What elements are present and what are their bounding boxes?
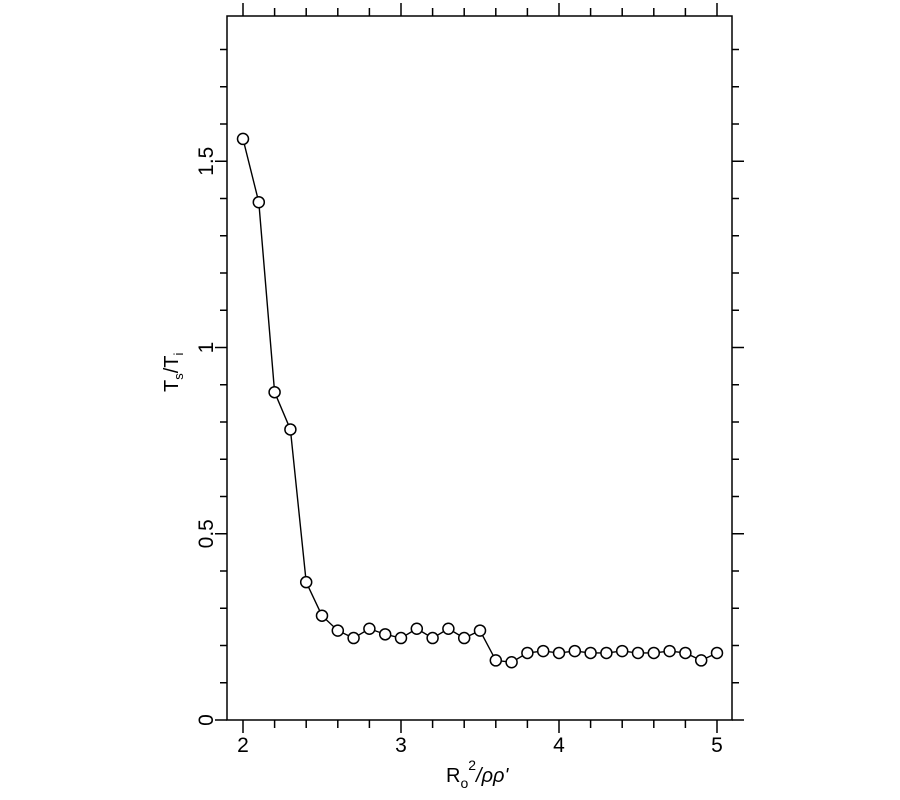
x-label-sub: o: [460, 775, 468, 791]
data-point-marker: [631, 646, 645, 660]
y-tick-label: 1.5: [195, 147, 218, 176]
data-point-marker: [584, 646, 597, 660]
data-point-marker: [426, 631, 439, 645]
data-point-marker: [442, 622, 455, 635]
data-point-marker: [378, 628, 392, 641]
data-point-marker: [694, 654, 708, 667]
y-axis-label: Ts/Ti: [161, 353, 186, 393]
data-point-marker: [600, 646, 613, 660]
data-point-marker: [679, 646, 692, 660]
x-axis-tick-labels: 2 3 4 5: [237, 734, 723, 757]
data-point-marker: [363, 622, 376, 635]
x-tick-label: 5: [711, 734, 723, 757]
x-label-rest: /ρρ': [474, 765, 509, 787]
x-tick-label: 4: [553, 734, 565, 757]
data-point-marker: [284, 423, 297, 436]
data-point-marker: [489, 654, 503, 667]
data-point-marker: [457, 631, 471, 645]
data-point-marker: [394, 631, 408, 645]
y-label-b-sub: i: [171, 353, 186, 356]
y-tick-label: 1: [195, 342, 218, 354]
data-point-marker: [236, 132, 250, 146]
data-point-marker: [505, 656, 518, 669]
data-point-marker: [299, 575, 313, 589]
y-axis-tick-labels: 0 0.5 1 1.5: [195, 147, 218, 726]
x-label-base: R: [446, 765, 460, 787]
plot-frame: [226, 15, 733, 721]
series-polyline: [242, 138, 718, 663]
y-label-b: T: [161, 356, 183, 368]
x-axis-ticks: [242, 3, 718, 733]
x-axis-label: Ro2/ρρ': [446, 757, 510, 791]
data-point-marker: [252, 195, 266, 209]
plot-border: [226, 15, 733, 721]
data-point-marker: [521, 646, 534, 660]
data-point-marker: [347, 631, 360, 645]
data-point-marker: [663, 644, 676, 658]
x-tick-label: 3: [395, 734, 407, 757]
y-label-sep: /: [161, 367, 183, 373]
x-label-sup: 2: [468, 757, 476, 773]
data-point-marker: [473, 624, 487, 637]
data-point-marker: [268, 385, 281, 399]
y-label-a: T: [161, 380, 183, 392]
data-point-markers: [236, 132, 724, 669]
data-point-marker: [647, 646, 661, 660]
y-tick-label: 0.5: [195, 519, 218, 548]
data-point-marker: [710, 646, 724, 660]
data-point-marker: [315, 609, 329, 622]
data-point-marker: [410, 622, 424, 635]
y-label-a-sub: s: [171, 373, 186, 380]
data-point-marker: [552, 646, 566, 660]
data-point-marker: [536, 644, 550, 658]
data-point-marker: [331, 624, 345, 637]
x-tick-label: 2: [237, 734, 249, 757]
data-series-line: [242, 138, 718, 663]
data-point-marker: [568, 644, 582, 658]
y-axis-ticks: [215, 48, 744, 721]
data-point-marker: [615, 644, 629, 658]
y-tick-label: 0: [195, 714, 218, 726]
